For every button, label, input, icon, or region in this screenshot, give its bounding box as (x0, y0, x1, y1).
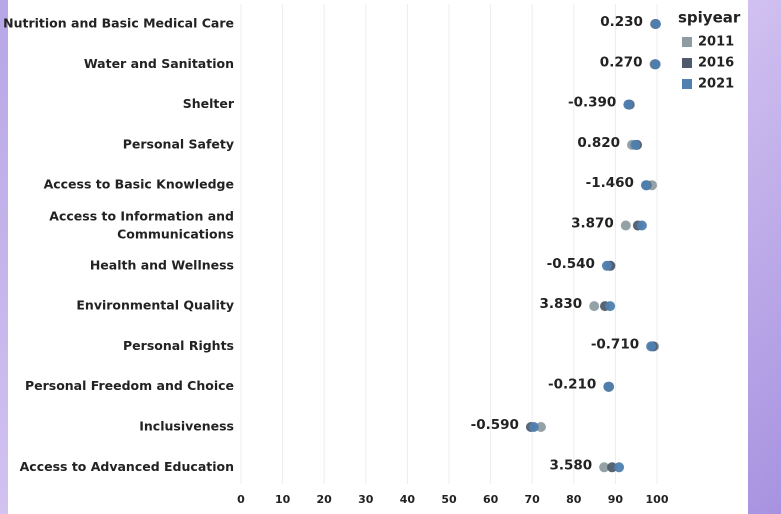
annotation: 3.580 (549, 457, 592, 473)
annotation: -0.590 (471, 417, 519, 433)
legend-title: spiyear (678, 9, 741, 27)
x-tick-label: 80 (566, 493, 582, 506)
dot (601, 260, 612, 271)
x-tick-label: 40 (400, 493, 416, 506)
dot (605, 301, 616, 312)
y-tick-label: Water and Sanitation (84, 56, 234, 71)
x-tick-label: 60 (483, 493, 499, 506)
annotation: -0.540 (547, 256, 595, 272)
legend-swatch (682, 37, 692, 47)
legend-label: 2011 (698, 35, 734, 50)
dot (636, 220, 647, 231)
y-tick-label: Access to Information and Communications (49, 208, 234, 241)
annotation: 3.830 (539, 296, 582, 312)
y-tick-label: Health and Wellness (90, 257, 234, 272)
y-tick-label: Nutrition and Basic Medical Care (3, 16, 234, 31)
x-tick-label: 20 (317, 493, 333, 506)
x-tick-label: 0 (237, 493, 245, 506)
annotation: -0.710 (591, 336, 639, 352)
x-tick-label: 70 (525, 493, 541, 506)
dot (607, 462, 618, 473)
dot (640, 180, 651, 191)
dot (646, 341, 657, 352)
annotation: 0.230 (600, 14, 643, 30)
legend-label: 2021 (698, 77, 734, 92)
x-tick-label: 100 (646, 493, 669, 506)
dot (650, 59, 661, 70)
dot (614, 462, 625, 473)
y-tick-label: Access to Advanced Education (20, 459, 234, 474)
annotation: -0.210 (548, 377, 596, 393)
x-tick-label: 30 (358, 493, 374, 506)
dot (599, 462, 610, 473)
annotation: -0.390 (568, 95, 616, 111)
x-tick-label: 50 (441, 493, 457, 506)
annotation: 0.270 (600, 54, 643, 70)
annotation: -1.460 (586, 175, 634, 191)
dot (620, 220, 631, 231)
legend-swatch (682, 79, 692, 89)
x-tick-label: 90 (608, 493, 624, 506)
dot (535, 422, 546, 432)
annotation: 3.870 (571, 216, 614, 232)
dot (589, 301, 600, 312)
panel (8, 0, 748, 514)
y-tick-label: Personal Rights (123, 338, 234, 353)
y-tick-label: Shelter (183, 96, 235, 111)
x-tick-label: 10 (275, 493, 291, 506)
dot (603, 381, 614, 392)
dot (623, 99, 634, 110)
y-tick-label: Personal Freedom and Choice (25, 378, 234, 393)
annotation: 0.820 (577, 135, 620, 151)
dot (630, 139, 641, 150)
dot (528, 422, 539, 432)
y-tick-label: Inclusiveness (139, 419, 234, 434)
y-tick-label: Personal Safety (123, 136, 234, 151)
y-tick-label: Access to Basic Knowledge (44, 177, 234, 192)
y-tick-label: Environmental Quality (76, 298, 234, 313)
legend-swatch (682, 58, 692, 68)
dot (650, 19, 661, 29)
legend-label: 2016 (698, 56, 734, 71)
